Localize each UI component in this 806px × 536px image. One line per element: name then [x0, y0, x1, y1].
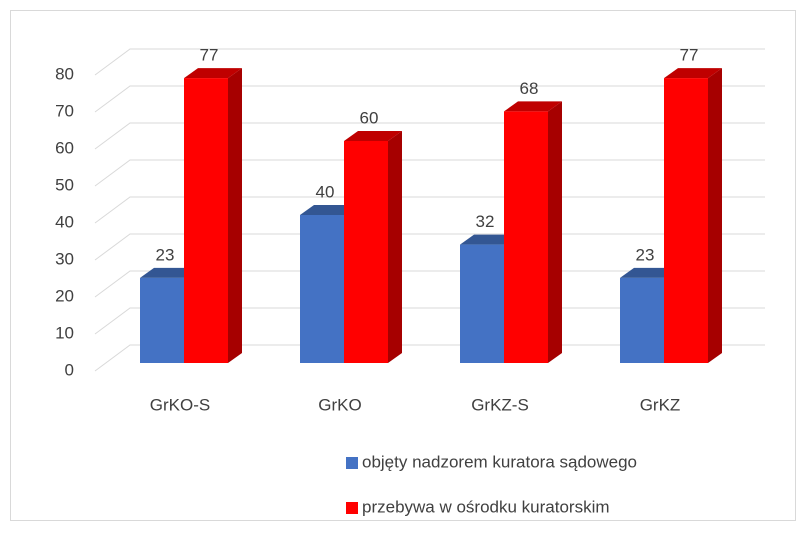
bar	[344, 131, 402, 363]
bar-front	[344, 141, 388, 363]
value-label: 23	[636, 245, 655, 264]
bar	[184, 68, 242, 363]
bar-front	[620, 277, 664, 363]
bar-top	[300, 205, 358, 215]
bar-top	[664, 68, 722, 79]
bar-top	[460, 234, 518, 245]
y-tick-label: 80	[55, 64, 74, 83]
value-label: 23	[156, 245, 175, 264]
bar	[664, 68, 722, 363]
value-label: 40	[316, 182, 335, 201]
value-label: 77	[680, 46, 699, 65]
bar-front	[460, 244, 504, 363]
bar-side	[228, 68, 242, 363]
bar-front	[140, 277, 184, 363]
legend-label: objęty nadzorem kuratora sądowego	[362, 452, 637, 471]
y-tick-label: 30	[55, 249, 74, 268]
value-label: 77	[200, 46, 219, 65]
grid-line	[94, 85, 765, 113]
bar-top	[504, 101, 562, 112]
value-label: 68	[520, 79, 539, 98]
y-tick-label: 0	[65, 360, 74, 379]
x-tick-label: GrKZ-S	[471, 395, 529, 414]
legend-swatch	[346, 502, 358, 514]
x-tick-label: GrKO-S	[150, 395, 210, 414]
bar-side	[708, 68, 722, 363]
bar-top	[140, 267, 198, 278]
bar-front	[184, 78, 228, 363]
y-tick-label: 60	[55, 138, 74, 157]
bar-side	[548, 101, 562, 364]
bar-front	[504, 111, 548, 364]
legend-swatch	[346, 457, 358, 469]
bar-front	[300, 215, 344, 363]
value-label: 60	[360, 108, 379, 127]
bar-top	[344, 131, 402, 141]
bar-side	[388, 131, 402, 363]
bar-front	[664, 78, 708, 363]
grid-line	[94, 48, 765, 76]
legend-label: przebywa w ośrodku kuratorskim	[362, 497, 610, 516]
y-tick-label: 10	[55, 323, 74, 342]
value-label: 32	[476, 212, 495, 231]
bar	[504, 101, 562, 364]
x-tick-label: GrKO	[318, 395, 361, 414]
y-tick-label: 50	[55, 175, 74, 194]
y-tick-label: 70	[55, 101, 74, 120]
bar-top	[184, 68, 242, 79]
bar-top	[620, 267, 678, 278]
x-tick-label: GrKZ	[640, 395, 681, 414]
y-tick-label: 20	[55, 286, 74, 305]
y-tick-label: 40	[55, 212, 74, 231]
